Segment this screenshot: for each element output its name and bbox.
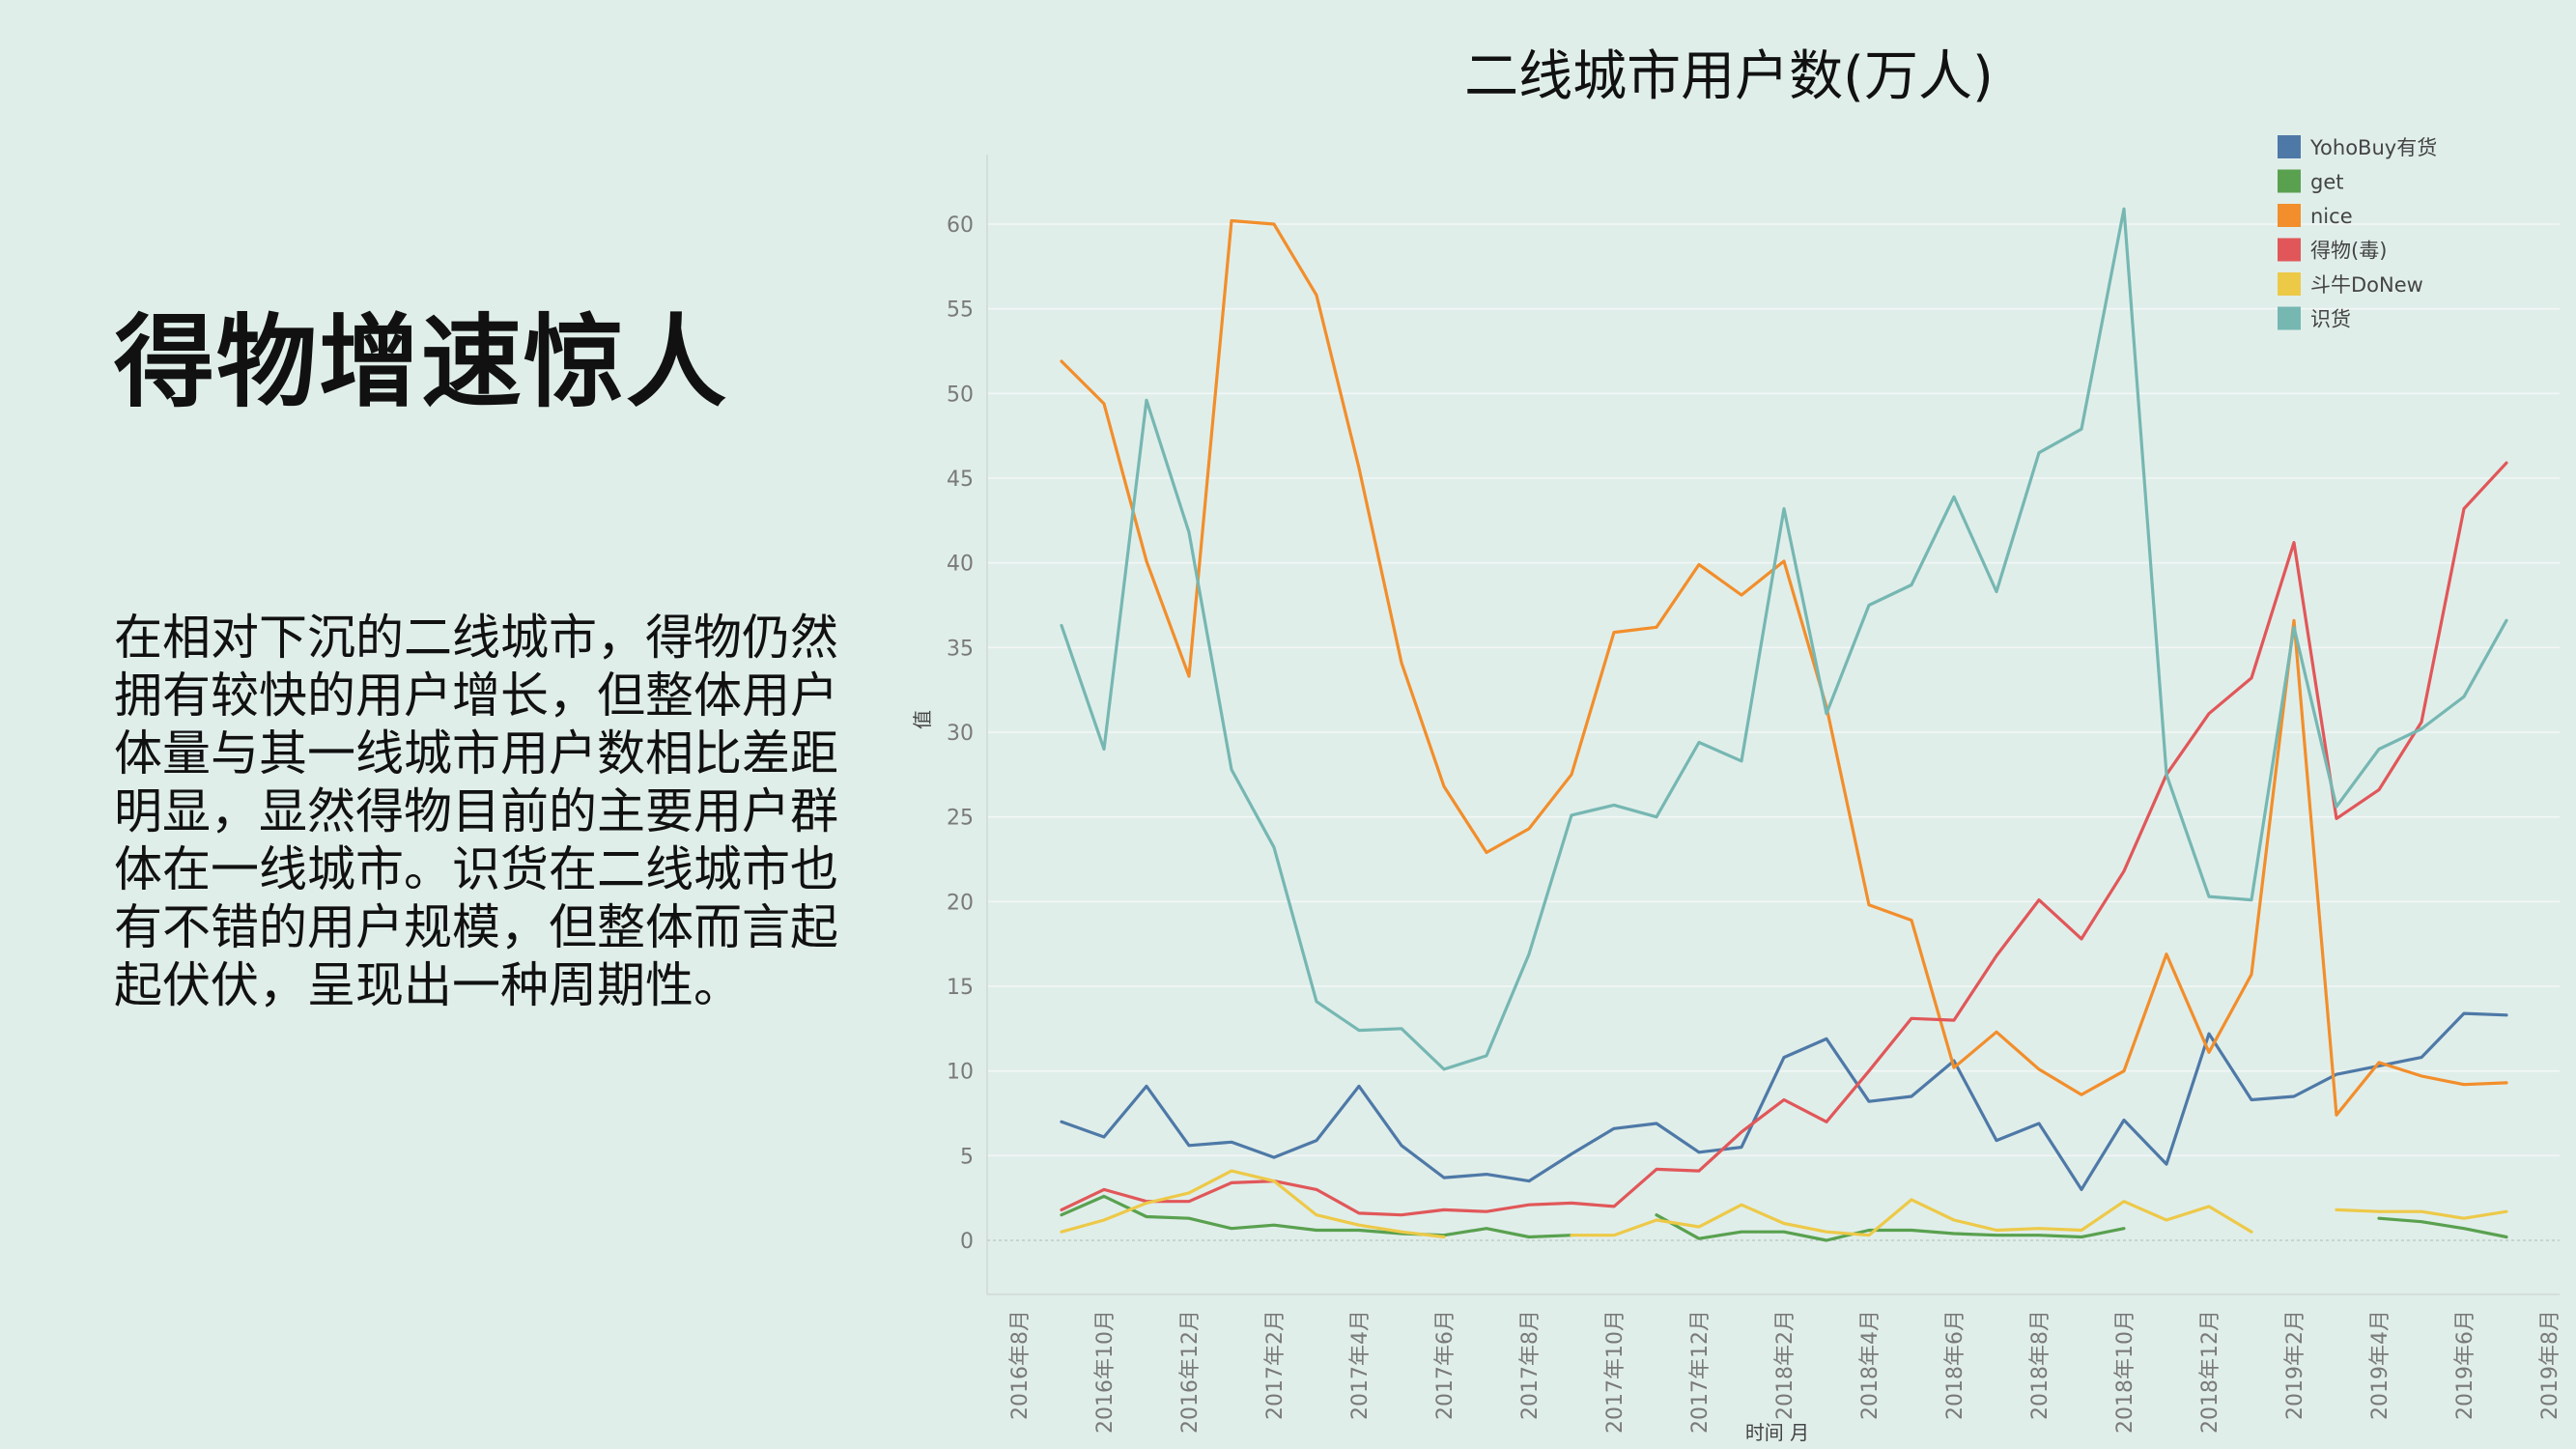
y-tick-label: 15 xyxy=(947,976,974,1000)
legend-label: get xyxy=(2310,171,2343,194)
y-axis-label: 值 xyxy=(911,710,934,729)
legend-label: nice xyxy=(2310,205,2353,228)
x-tick-label: 2017年6月 xyxy=(1433,1310,1458,1420)
series-line xyxy=(1060,218,2508,1117)
x-tick-label: 2017年2月 xyxy=(1263,1310,1288,1420)
y-tick-label: 30 xyxy=(947,722,974,746)
y-tick-label: 10 xyxy=(947,1061,974,1085)
y-tick-label: 0 xyxy=(960,1230,974,1254)
legend-swatch xyxy=(2278,306,2301,330)
y-tick-label: 20 xyxy=(947,891,974,915)
legend-swatch xyxy=(2278,169,2301,193)
series-line xyxy=(1060,1169,2508,1239)
y-tick-label: 45 xyxy=(947,468,974,492)
x-tick-label: 2018年6月 xyxy=(1943,1310,1967,1420)
y-tick-label: 35 xyxy=(947,637,974,661)
x-tick-label: 2018年12月 xyxy=(2198,1310,2222,1434)
y-tick-label: 50 xyxy=(947,383,974,407)
x-tick-label: 2016年12月 xyxy=(1178,1310,1203,1434)
x-tick-label: 2017年8月 xyxy=(1518,1310,1543,1420)
legend-label: 斗牛DoNew xyxy=(2310,273,2423,297)
x-tick-label: 2019年6月 xyxy=(2453,1310,2477,1420)
y-tick-label: 55 xyxy=(947,298,974,323)
x-axis-label: 时间 月 xyxy=(1745,1421,1809,1444)
series-line xyxy=(1060,1011,2508,1191)
chart-title: 二线城市用户数(万人) xyxy=(1464,45,1994,108)
x-tick-label: 2017年12月 xyxy=(1688,1310,1713,1434)
legend-swatch xyxy=(2278,204,2301,227)
y-tick-label: 40 xyxy=(947,553,974,577)
x-tick-label: 2017年4月 xyxy=(1348,1310,1373,1420)
slide-body-text: 在相对下沉的二线城市，得物仍然拥有较快的用户增长，但整体用户体量与其一线城市用户… xyxy=(114,610,838,1013)
legend-label: YohoBuy有货 xyxy=(2309,136,2437,159)
series-line xyxy=(1060,207,2508,1071)
legend-swatch xyxy=(2278,272,2301,296)
y-tick-label: 25 xyxy=(947,807,974,831)
x-tick-label: 2019年2月 xyxy=(2283,1310,2307,1420)
x-tick-label: 2017年10月 xyxy=(1603,1310,1628,1434)
y-tick-label: 5 xyxy=(960,1145,974,1169)
series-line xyxy=(1060,1194,2508,1242)
series-line xyxy=(1060,461,2508,1217)
x-tick-label: 2016年10月 xyxy=(1093,1310,1118,1434)
x-axis: 2016年8月 2016年10月 2016年12月 2017年2月 2017年4月 201… xyxy=(987,1293,2562,1434)
x-tick-label: 2018年10月 xyxy=(2113,1310,2137,1434)
y-tick-label: 60 xyxy=(947,213,974,238)
x-tick-label: 2018年8月 xyxy=(2028,1310,2052,1420)
x-tick-label: 2019年8月 xyxy=(2538,1310,2562,1420)
legend-swatch xyxy=(2278,238,2301,262)
legend-swatch xyxy=(2278,135,2301,158)
x-tick-label: 2016年8月 xyxy=(1008,1310,1033,1420)
series-lines xyxy=(1060,207,2508,1242)
x-tick-label: 2018年4月 xyxy=(1858,1310,1882,1420)
slide-heading: 得物增速惊人 xyxy=(114,303,729,421)
legend-label: 识货 xyxy=(2310,308,2351,331)
y-axis: 0 5 10 15 20 25 30 35 40 45 50 55 60 xyxy=(947,155,988,1294)
legend: YohoBuy有货 get nice 得物(毒) 斗牛DoNew 识货 xyxy=(2278,135,2437,331)
x-tick-label: 2019年4月 xyxy=(2368,1310,2392,1420)
x-tick-label: 2018年2月 xyxy=(1773,1310,1798,1420)
legend-label: 得物(毒) xyxy=(2310,240,2387,263)
